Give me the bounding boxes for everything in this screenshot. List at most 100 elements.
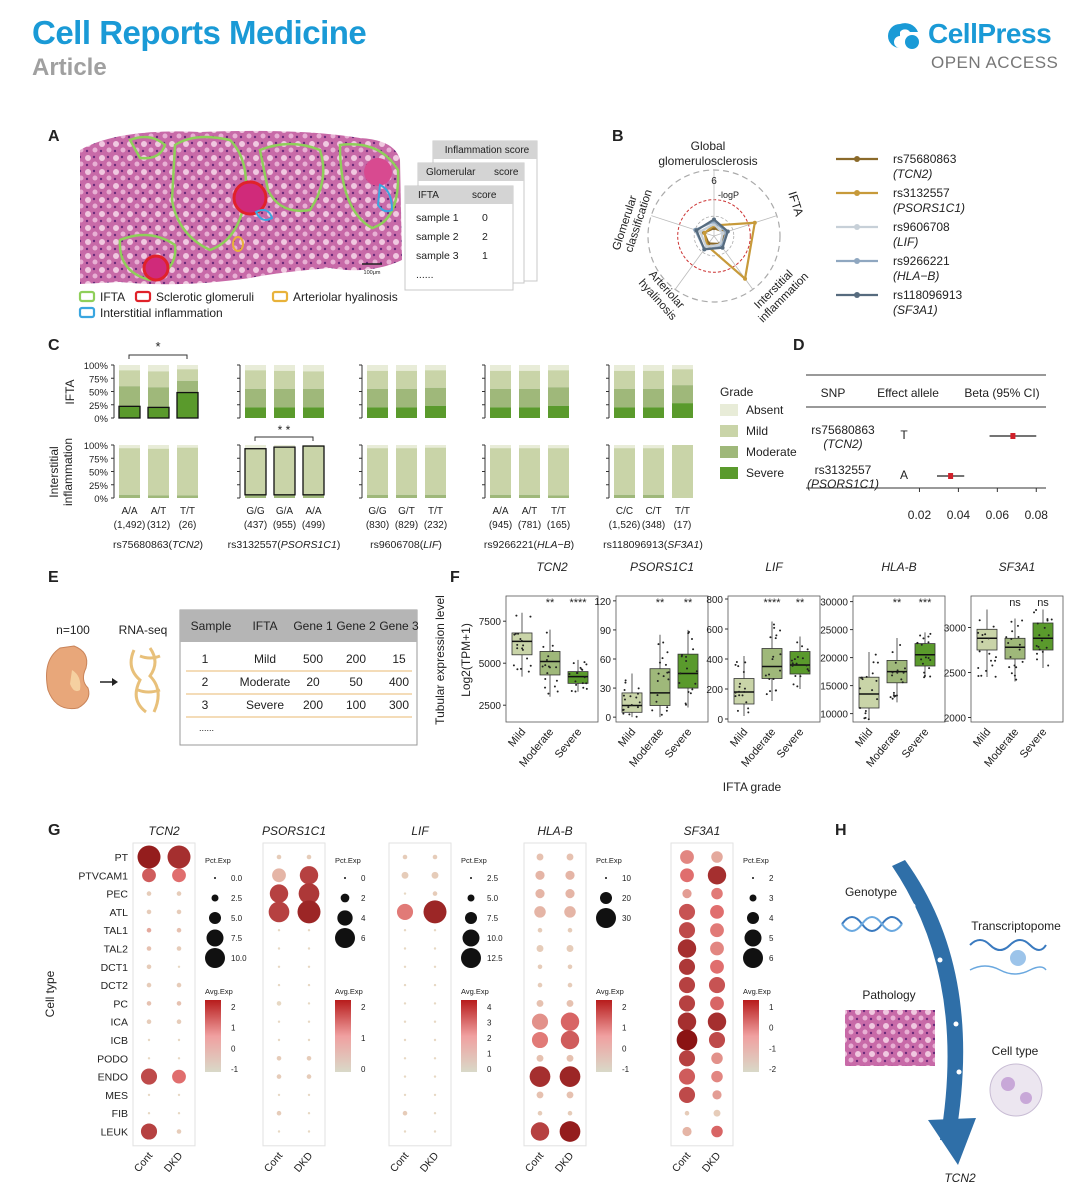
g-dot [537,964,543,970]
e-cell: 20 [306,675,320,689]
g-celltype-label: PEC [106,889,128,901]
f-ytick-label: 400 [706,655,723,666]
f-panel-frame [505,595,599,723]
c-bar-segment [519,445,540,449]
f-point [1035,609,1038,612]
h-flow-arrow-head [928,1118,976,1165]
g-dot [176,1019,182,1024]
g-pct-label: 7.5 [231,934,243,943]
f-point [988,652,991,655]
g-dot [146,964,152,970]
g-dot [676,1029,698,1051]
g-avg-label: 2 [231,1003,236,1012]
c-count: (955) [273,520,296,531]
g-pct-label: 4 [769,914,774,923]
g-dot [566,1054,574,1062]
e-cell: Mild [254,652,276,666]
c-bar-segment [303,446,324,495]
c-bar-segment [367,448,388,495]
f-point [1013,664,1016,667]
f-point [520,639,523,642]
f-point [919,634,922,637]
c-genotype: A/T [522,506,538,517]
f-point [923,674,926,677]
g-dot [711,1052,723,1065]
f-point [529,615,532,618]
g-dot [536,945,544,952]
f-point [745,701,748,704]
f-point [736,709,739,712]
e-header-cell: IFTA [252,619,277,633]
c-count: (165) [547,520,570,531]
g-dot [276,1056,282,1061]
f-point [624,681,627,684]
g-dot [298,883,320,904]
f-point [1047,634,1050,637]
h-flow-dot [953,1021,959,1027]
f-point [581,682,584,685]
c-bar-segment [548,495,569,498]
c-bar-segment [672,385,693,404]
c-count: (781) [518,520,541,531]
f-point [901,681,904,684]
f-point [515,614,518,617]
c-bar-segment [177,495,198,498]
c-bar-segment [490,494,511,498]
f-box [539,651,561,676]
f-ytick-label: 120 [594,597,611,608]
radar-axis-label-global: Global [691,139,726,153]
g-avg-label: 1 [231,1024,236,1033]
legend-gene: (LIF) [893,235,918,249]
h-flow-arrow-body [892,860,964,1140]
h-dna-strand-small [969,939,1047,951]
g-dot [269,884,289,903]
f-point [929,659,932,662]
f-point [585,687,588,690]
c-count: (499) [302,520,325,531]
e-seq-label: RNA-seq [119,623,168,637]
scale-bar-label: 100μm [364,270,381,276]
f-point [1045,646,1048,649]
g-dot [176,946,182,951]
e-header-cell: Sample [191,619,232,633]
g-dot [431,871,439,879]
cellpress-logo-icon [888,23,919,49]
kidney-pelvis [70,670,81,692]
d-allele: A [900,468,908,482]
g-condition-label: DKD [700,1150,724,1175]
c-bar-segment [148,365,169,372]
g-avg-label: 0 [361,1065,366,1074]
legend-gene: (SF3A1) [893,303,938,317]
g-celltype-label: LEUK [101,1127,128,1139]
g-dot [433,1093,437,1097]
f-point [743,687,746,690]
f-box [1032,622,1054,651]
f-point [892,691,895,694]
g-dot [176,909,182,915]
e-cell: 400 [389,675,409,689]
f-point [685,667,688,670]
f-sig: **** [569,597,587,609]
f-point [574,690,577,693]
c-bar-segment [614,445,635,449]
f-xtick-label: Severe [900,726,932,760]
g-celltype-label: ENDO [98,1072,128,1084]
g-dot [566,945,574,952]
f-point [1041,650,1044,653]
f-point [1015,678,1018,681]
f-point [585,682,588,685]
f-point [793,658,796,661]
f-point [739,682,742,685]
nephron-icon [129,647,161,714]
g-dot [146,927,152,933]
g-dot [299,866,319,885]
f-point [574,680,577,683]
c-genotype: C/T [645,506,661,517]
g-pct-dot [749,894,757,902]
score-card-title: IFTA [418,190,439,201]
sample-name: sample 1 [416,212,459,224]
c-bar-segment [425,370,446,388]
panel-e: n=100 RNA-seq Sample IFTA Gene 1 Gene 2 Gene 3… [46,609,419,746]
f-point [629,695,632,698]
g-pct-dot [209,912,221,924]
